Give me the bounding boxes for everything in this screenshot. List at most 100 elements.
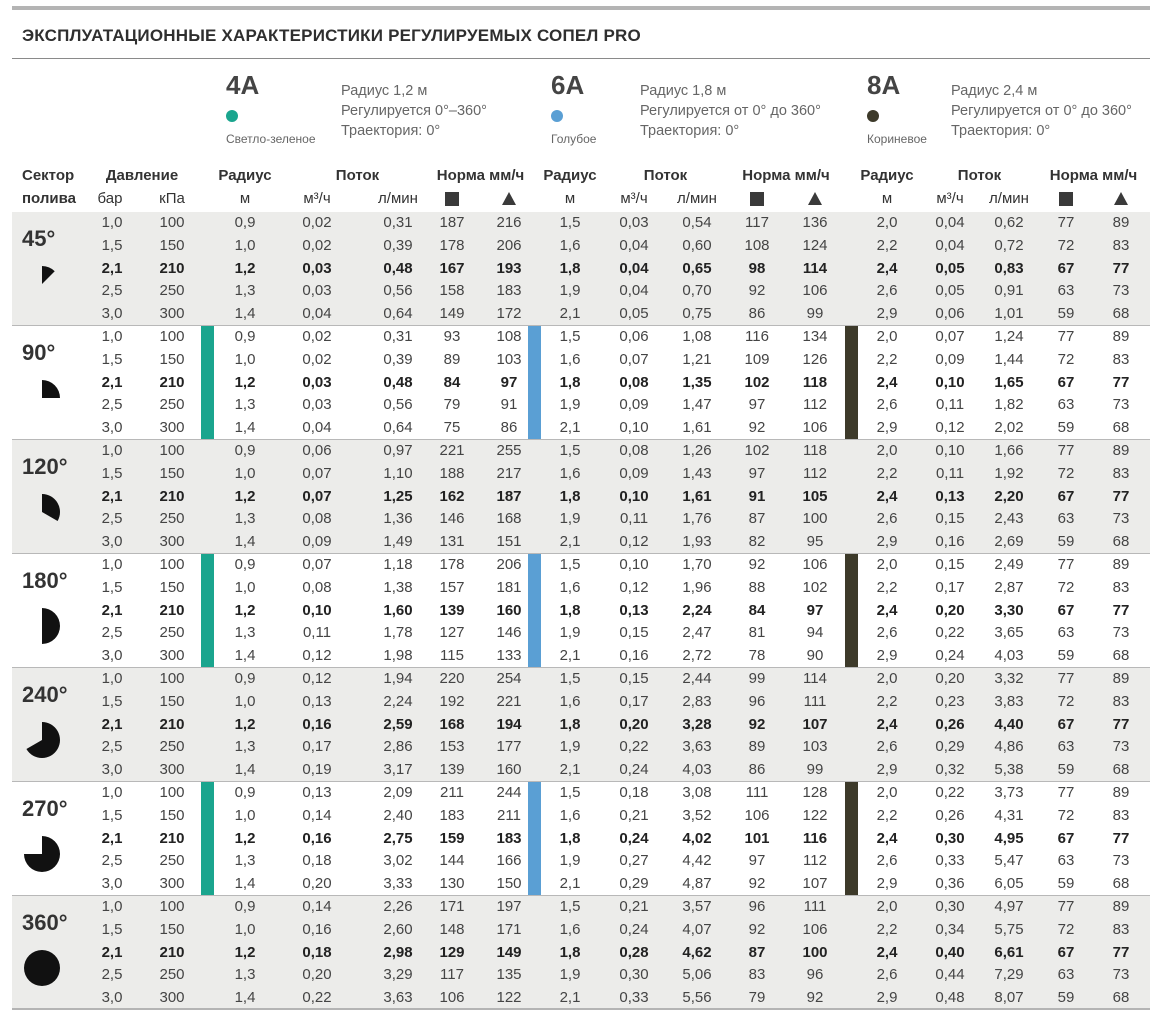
table-cell: 2,0: [876, 670, 898, 687]
table-cell: 1,0: [101, 670, 123, 687]
sector-pie-icon: [22, 720, 62, 760]
table-cell: 2,5: [101, 966, 123, 984]
table-cell: 146: [439, 510, 465, 528]
table-row: 1,0 100 0,9 0,07 1,18 178 206 1,5 0,10 1,70 92 106 2…: [12, 554, 1150, 577]
table-cell: 1,5: [559, 214, 581, 231]
table-cell: 2,9: [876, 305, 898, 323]
top-rule: [12, 6, 1150, 10]
table-cell: 2,1: [559, 647, 581, 665]
table-cell: 221: [496, 692, 522, 710]
table-cell: 77: [1057, 556, 1075, 573]
table-cell: 250: [159, 396, 185, 414]
table-cell: 67: [1057, 487, 1075, 505]
table-cell: 0,22: [619, 738, 649, 756]
group-divider: [12, 667, 1150, 668]
table-cell: 150: [159, 806, 185, 824]
table-cell: 67: [1057, 601, 1075, 619]
table-cell: 250: [159, 282, 185, 300]
table-cell: 2,43: [994, 510, 1024, 528]
table-row: 1,0 100 0,9 0,02 0,31 93 108 1,5 0,06 1,08 116 134 2…: [12, 326, 1150, 349]
nozzle-code: 6A: [551, 70, 585, 100]
table-cell: 3,65: [994, 624, 1024, 642]
table-cell: 59: [1057, 305, 1075, 323]
table-cell: 115: [440, 647, 464, 665]
table-cell: 2,6: [876, 624, 898, 642]
table-cell: 99: [806, 761, 824, 779]
table-cell: 150: [496, 875, 522, 893]
table-cell: 63: [1057, 510, 1075, 528]
table-cell: 2,83: [682, 692, 712, 710]
table-cell: 0,33: [619, 989, 649, 1007]
header-radius: Радиус: [218, 167, 272, 184]
table-cell: 210: [159, 373, 185, 391]
table-cell: 0,08: [619, 442, 649, 459]
table-cell: 2,20: [994, 487, 1024, 505]
table-cell: 188: [439, 464, 465, 482]
header-bar: бар: [97, 190, 123, 207]
table-cell: 77: [1112, 601, 1130, 619]
table-cell: 0,31: [383, 214, 413, 231]
header-flow: Поток: [335, 167, 380, 184]
header-radius-unit: м: [881, 190, 893, 207]
table-cell: 77: [1112, 373, 1130, 391]
table-cell: 0,20: [935, 601, 965, 619]
table-cell: 67: [1057, 373, 1075, 391]
table-cell: 1,0: [101, 898, 123, 915]
table-cell: 139: [439, 601, 465, 619]
table-cell: 0,12: [302, 647, 332, 665]
table-cell: 68: [1112, 419, 1130, 437]
table-cell: 1,4: [234, 419, 256, 437]
table-cell: 171: [439, 898, 465, 915]
table-cell: 0,70: [682, 282, 712, 300]
table-cell: 72: [1057, 350, 1075, 368]
nozzle-info: Радиус 2,4 м Регулируется от 0° до 360° …: [951, 81, 1132, 141]
table-cell: 77: [1112, 487, 1130, 505]
table-cell: 300: [159, 305, 185, 323]
table-cell: 3,29: [383, 966, 413, 984]
table-cell: 1,6: [559, 350, 581, 368]
nozzle-radius: Радиус 2,4 м: [951, 83, 1038, 99]
table-cell: 83: [1112, 920, 1130, 938]
table-cell: 102: [744, 373, 770, 391]
table-cell: 2,1: [559, 533, 581, 551]
group-divider: [12, 325, 1150, 326]
table-cell: 1,8: [559, 715, 581, 733]
page-title: ЭКСПЛУАТАЦИОННЫЕ ХАРАКТЕРИСТИКИ РЕГУЛИРУ…: [22, 26, 641, 45]
table-cell: 89: [443, 350, 461, 368]
table-cell: 86: [500, 419, 518, 437]
header-kpa: кПа: [159, 190, 185, 207]
table-cell: 4,03: [994, 647, 1024, 665]
table-cell: 1,92: [994, 464, 1024, 482]
table-cell: 162: [439, 487, 465, 505]
table-cell: 97: [806, 601, 824, 619]
table-cell: 73: [1112, 282, 1130, 300]
table-cell: 106: [802, 282, 828, 300]
table-cell: 0,05: [935, 282, 965, 300]
table-cell: 0,39: [383, 236, 413, 254]
table-cell: 0,04: [935, 236, 965, 254]
color-bar-4a: [201, 212, 214, 1006]
table-cell: 1,8: [559, 487, 581, 505]
table-cell: 106: [744, 806, 770, 824]
table-cell: 72: [1057, 236, 1075, 254]
table-cell: 0,12: [935, 419, 965, 437]
table-cell: 300: [159, 875, 185, 893]
table-cell: 2,0: [876, 898, 898, 915]
square-spacing-icon: [442, 190, 462, 207]
table-cell: 114: [803, 670, 827, 687]
table-cell: 1,21: [682, 350, 712, 368]
table-cell: 1,2: [234, 601, 256, 619]
header-flow-lmin: л/мин: [989, 190, 1029, 207]
table-cell: 300: [159, 761, 185, 779]
table-cell: 79: [748, 989, 766, 1007]
group-divider: [12, 895, 1150, 896]
table-cell: 216: [496, 214, 522, 231]
bottom-rule: [12, 1008, 1150, 1010]
nozzle-info: Радиус 1,2 м Регулируется 0°–360° Траект…: [341, 81, 487, 141]
table-cell: 128: [802, 784, 828, 801]
table-cell: 0,48: [383, 259, 413, 277]
table-cell: 59: [1057, 533, 1075, 551]
triangle-spacing-icon: [805, 189, 825, 206]
table-cell: 2,6: [876, 510, 898, 528]
table-cell: 88: [748, 578, 766, 596]
